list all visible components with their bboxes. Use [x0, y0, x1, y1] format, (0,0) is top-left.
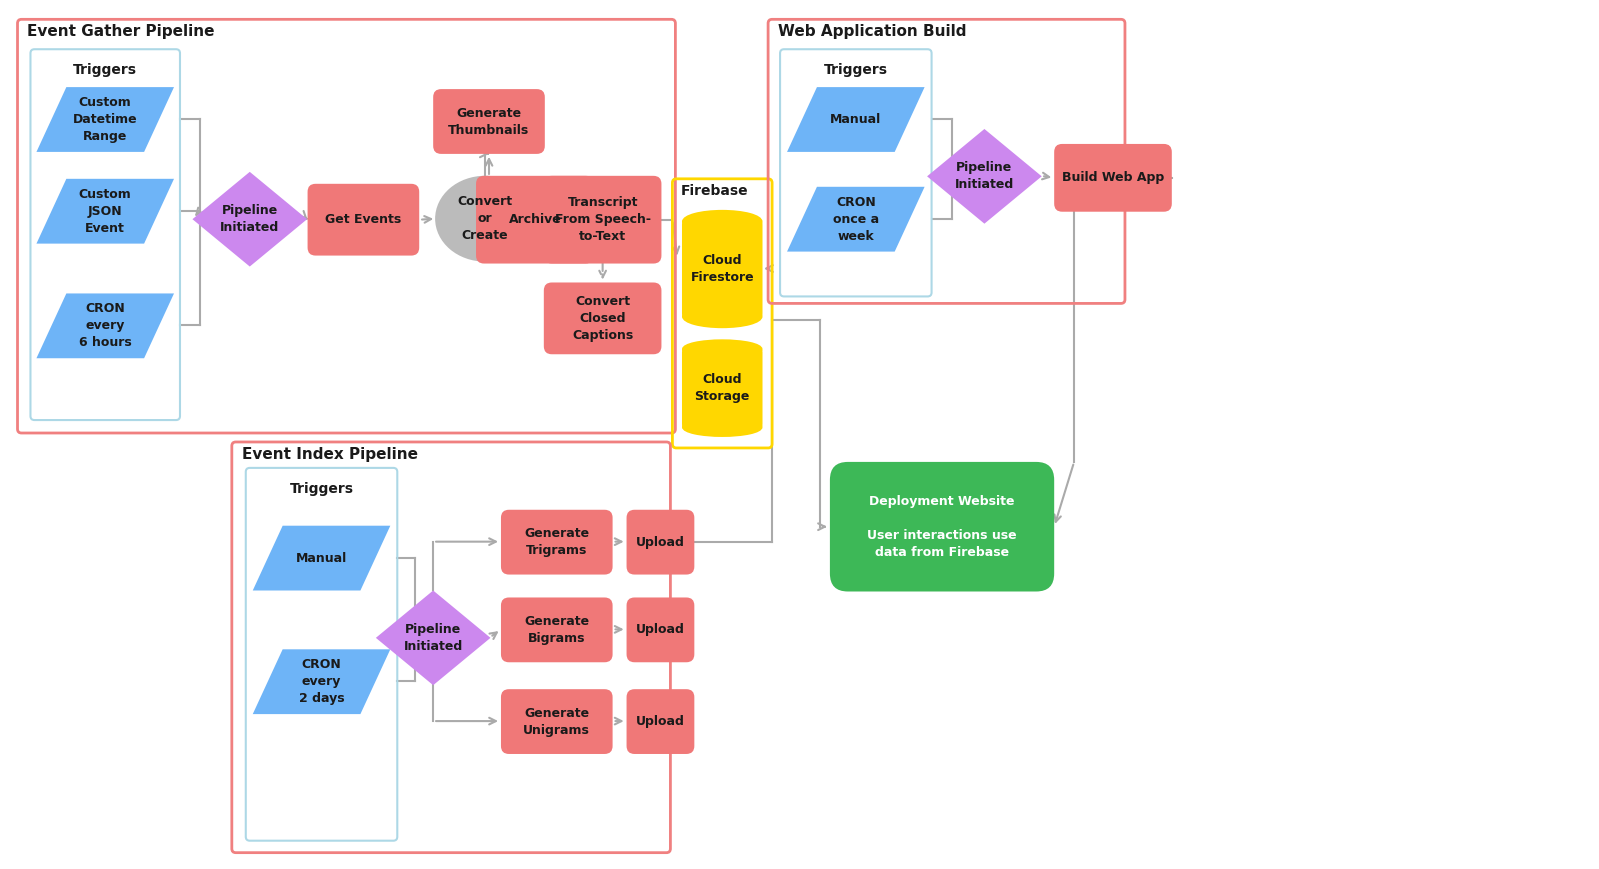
Text: Custom
Datetime
Range: Custom Datetime Range: [74, 96, 138, 143]
FancyBboxPatch shape: [627, 510, 694, 574]
Polygon shape: [37, 87, 174, 152]
Text: Manual: Manual: [296, 552, 347, 565]
FancyBboxPatch shape: [500, 689, 612, 754]
FancyBboxPatch shape: [830, 462, 1054, 592]
Text: Triggers: Triggers: [289, 481, 353, 496]
FancyBboxPatch shape: [683, 349, 761, 427]
Text: Transcript
From Speech-
to-Text: Transcript From Speech- to-Text: [555, 196, 651, 243]
FancyBboxPatch shape: [477, 176, 593, 263]
Text: Cloud
Firestore: Cloud Firestore: [691, 254, 755, 284]
Polygon shape: [376, 591, 491, 685]
Ellipse shape: [437, 176, 534, 261]
Polygon shape: [37, 294, 174, 358]
Text: Cloud
Storage: Cloud Storage: [694, 373, 750, 403]
Ellipse shape: [683, 419, 761, 435]
Text: CRON
once a
week: CRON once a week: [833, 196, 879, 242]
Text: CRON
every
2 days: CRON every 2 days: [299, 658, 344, 706]
Text: Triggers: Triggers: [823, 63, 887, 77]
Text: Generate
Bigrams: Generate Bigrams: [524, 615, 590, 645]
FancyBboxPatch shape: [433, 90, 545, 154]
Polygon shape: [787, 87, 924, 152]
Polygon shape: [253, 649, 390, 714]
Ellipse shape: [683, 341, 761, 358]
Text: Firebase: Firebase: [681, 184, 748, 198]
Text: Pipeline
Initiated: Pipeline Initiated: [403, 623, 462, 653]
FancyBboxPatch shape: [500, 598, 612, 662]
Text: Upload: Upload: [636, 535, 684, 548]
Polygon shape: [787, 187, 924, 252]
FancyBboxPatch shape: [500, 510, 612, 574]
Text: Upload: Upload: [636, 623, 684, 636]
Text: Pipeline
Initiated: Pipeline Initiated: [221, 204, 280, 234]
FancyBboxPatch shape: [544, 282, 662, 355]
Text: Event Index Pipeline: Event Index Pipeline: [241, 447, 417, 462]
Text: Convert
Closed
Captions: Convert Closed Captions: [572, 295, 633, 342]
Ellipse shape: [683, 211, 761, 232]
Polygon shape: [192, 172, 307, 267]
Text: Pipeline
Initiated: Pipeline Initiated: [955, 162, 1014, 191]
Text: Generate
Unigrams: Generate Unigrams: [523, 706, 590, 737]
Polygon shape: [253, 526, 390, 591]
Text: Event Gather Pipeline: Event Gather Pipeline: [27, 24, 214, 39]
Text: Generate
Trigrams: Generate Trigrams: [524, 527, 590, 557]
Text: Build Web App: Build Web App: [1062, 171, 1164, 184]
Text: Web Application Build: Web Application Build: [779, 24, 966, 39]
Text: Custom
JSON
Event: Custom JSON Event: [78, 188, 131, 235]
Text: Deployment Website

User interactions use
data from Firebase: Deployment Website User interactions use…: [867, 494, 1017, 559]
FancyBboxPatch shape: [544, 176, 662, 263]
Text: Upload: Upload: [636, 715, 684, 728]
Text: Manual: Manual: [830, 113, 881, 126]
Polygon shape: [37, 179, 174, 243]
FancyBboxPatch shape: [307, 184, 419, 255]
Text: Get Events: Get Events: [325, 213, 401, 226]
Text: Convert
or
Create: Convert or Create: [457, 196, 513, 242]
FancyBboxPatch shape: [627, 598, 694, 662]
Ellipse shape: [683, 306, 761, 327]
Text: Archive: Archive: [508, 213, 561, 226]
FancyBboxPatch shape: [683, 222, 761, 316]
Polygon shape: [927, 129, 1041, 223]
Text: Generate
Thumbnails: Generate Thumbnails: [448, 107, 529, 136]
Text: CRON
every
6 hours: CRON every 6 hours: [78, 302, 131, 349]
FancyBboxPatch shape: [627, 689, 694, 754]
FancyBboxPatch shape: [1054, 144, 1172, 212]
Text: Triggers: Triggers: [74, 63, 138, 77]
